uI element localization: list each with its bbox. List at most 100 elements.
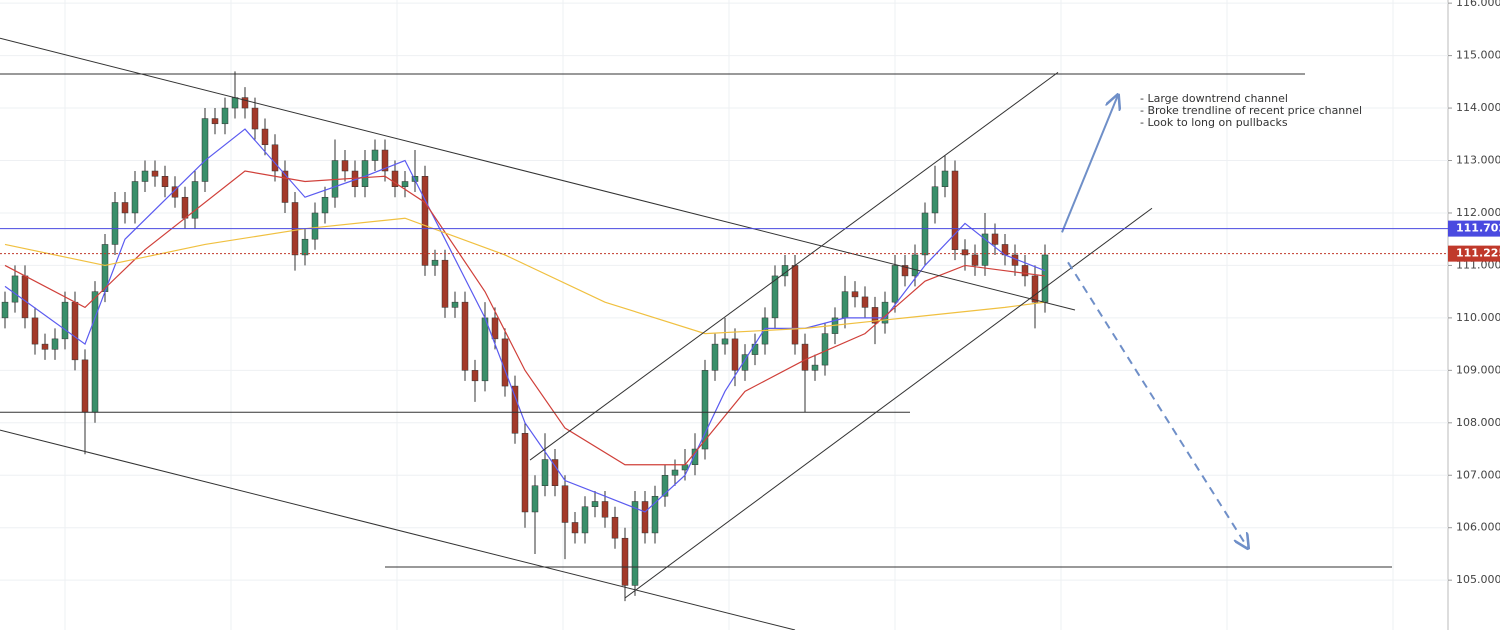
- trendline: [0, 37, 1076, 311]
- candle-body: [971, 254, 979, 266]
- y-tick-label: 112.000: [1456, 206, 1500, 219]
- candle-body: [451, 301, 459, 308]
- candle-body: [61, 301, 69, 340]
- trendline: [529, 71, 1059, 461]
- y-tick-label: 107.000: [1456, 468, 1500, 481]
- candle-body: [421, 176, 429, 266]
- candle-body: [261, 128, 269, 146]
- candle-body: [171, 186, 179, 198]
- candle-body: [621, 537, 629, 586]
- candle-body: [661, 475, 669, 497]
- price-label-bg: [1448, 220, 1500, 237]
- candle-body: [711, 343, 719, 371]
- candle-body: [21, 275, 29, 319]
- candle-body: [571, 522, 579, 534]
- candle-body: [81, 359, 89, 413]
- y-tick-label: 116.000: [1456, 0, 1500, 9]
- y-tick-label: 105.000: [1456, 573, 1500, 586]
- arrow: [1061, 95, 1118, 233]
- price-label: 111.702: [1456, 222, 1500, 235]
- candle-body: [861, 296, 869, 308]
- y-tick-label: 106.000: [1456, 521, 1500, 534]
- candle-body: [371, 149, 379, 161]
- y-tick-label: 111.000: [1456, 258, 1500, 271]
- candle-body: [961, 249, 969, 256]
- candle-body: [521, 433, 529, 513]
- candle-body: [911, 254, 919, 277]
- candle-body: [141, 170, 149, 182]
- candle-body: [281, 170, 289, 203]
- candle-body: [821, 333, 829, 366]
- candle-body: [51, 338, 59, 350]
- candle-body: [951, 170, 959, 250]
- candle-body: [311, 212, 319, 240]
- candle-body: [611, 516, 619, 539]
- candle-body: [41, 343, 49, 350]
- candle-body: [211, 118, 219, 125]
- candle-body: [991, 233, 999, 245]
- candle-body: [431, 259, 439, 266]
- candle-body: [481, 317, 489, 382]
- candle-body: [921, 212, 929, 256]
- candle-body: [1041, 254, 1049, 303]
- candle-body: [981, 233, 989, 266]
- candle-body: [111, 202, 119, 245]
- y-tick-label: 115.000: [1456, 49, 1500, 62]
- candle-body: [231, 97, 239, 109]
- candle-body: [531, 485, 539, 513]
- candle-body: [671, 469, 679, 476]
- candle-body: [31, 317, 39, 345]
- candle-body: [931, 186, 939, 214]
- candle-body: [681, 464, 689, 471]
- price-label-bg: [1448, 245, 1500, 262]
- annotation-line: - Large downtrend channel: [1140, 92, 1288, 105]
- candle-body: [631, 501, 639, 586]
- candle-body: [91, 291, 99, 413]
- candle-body: [741, 354, 749, 371]
- candle-body: [791, 265, 799, 345]
- candle-body: [581, 506, 589, 534]
- candle-body: [221, 107, 229, 125]
- candle-body: [1031, 275, 1039, 303]
- candle-body: [901, 265, 909, 277]
- candle-body: [491, 317, 499, 340]
- candle-body: [161, 176, 169, 187]
- y-tick-label: 109.000: [1456, 363, 1500, 376]
- y-tick-label: 114.000: [1456, 101, 1500, 114]
- candle-body: [501, 338, 509, 387]
- candle-body: [201, 118, 209, 182]
- candle-body: [1, 301, 9, 319]
- candle-body: [691, 448, 699, 466]
- candle-body: [381, 149, 389, 172]
- candle-body: [391, 170, 399, 187]
- candle-body: [241, 97, 249, 109]
- candle-body: [251, 107, 259, 130]
- candle-body: [301, 238, 309, 256]
- candle-body: [191, 181, 199, 219]
- candle-body: [71, 301, 79, 361]
- candle-body: [891, 265, 899, 303]
- candle-body: [751, 343, 759, 355]
- candle-body: [271, 144, 279, 172]
- arrow: [1067, 261, 1248, 548]
- candle-body: [601, 501, 609, 518]
- y-tick-label: 108.000: [1456, 416, 1500, 429]
- trendline: [0, 429, 796, 630]
- moving-average: [4, 217, 1046, 335]
- candle-body: [401, 181, 409, 187]
- candle-body: [561, 485, 569, 523]
- candle-body: [871, 307, 879, 324]
- candle-body: [731, 338, 739, 371]
- candle-body: [841, 291, 849, 319]
- moving-average: [4, 170, 1046, 466]
- candle-body: [551, 459, 559, 486]
- candle-body: [811, 364, 819, 371]
- y-tick-label: 110.000: [1456, 311, 1500, 324]
- candle-body: [1021, 265, 1029, 277]
- candle-body: [701, 370, 709, 450]
- candle-body: [801, 343, 809, 371]
- candle-body: [721, 338, 729, 345]
- candle-body: [321, 196, 329, 214]
- candle-body: [511, 385, 519, 434]
